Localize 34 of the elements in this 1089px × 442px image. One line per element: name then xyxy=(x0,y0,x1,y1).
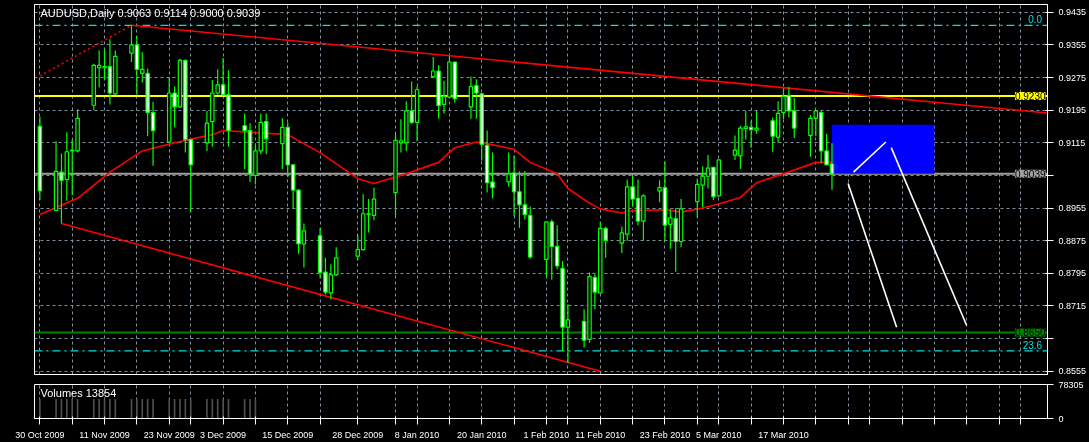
x-tick-label: 3 Dec 2009 xyxy=(200,429,247,440)
x-tick-label: 28 Dec 2009 xyxy=(332,429,384,440)
y-tick-label: 0.9275 xyxy=(1058,72,1087,83)
y-tick-label: 0.9435 xyxy=(1058,7,1087,18)
y-tick-label: 0 xyxy=(1058,413,1064,424)
y-tick-label: 78305 xyxy=(1058,379,1084,390)
y-tick-label: 0.9115 xyxy=(1058,137,1086,148)
annotation: 23.6 xyxy=(1022,339,1043,351)
y-tick-label: 0.8555 xyxy=(1058,366,1087,377)
x-tick-label: 15 Dec 2009 xyxy=(262,429,314,440)
candlestick xyxy=(791,97,797,139)
ref-line-label: 0.8650 xyxy=(1014,327,1046,339)
x-tick-label: 11 Nov 2009 xyxy=(79,429,130,440)
y-tick-label: 0.8955 xyxy=(1058,203,1087,214)
ref-line-label: 0.9039 xyxy=(1014,168,1046,180)
x-tick-label: 30 Oct 2009 xyxy=(15,429,65,440)
y-tick-label: 0.8715 xyxy=(1058,300,1087,311)
x-tick-label: 1 Feb 2010 xyxy=(523,429,570,440)
chart-title: AUDUSD,Daily 0.9063 0.9114 0.9000 0.9039 xyxy=(40,6,261,19)
ref-line-label: 0.9230 xyxy=(1014,90,1046,102)
x-tick-label: 20 Jan 2010 xyxy=(456,429,507,440)
x-tick-label: 11 Feb 2010 xyxy=(575,429,626,440)
x-tick-label: 23 Feb 2010 xyxy=(639,429,691,440)
y-tick-label: 0.9195 xyxy=(1058,105,1087,116)
y-tick-label: 0.9355 xyxy=(1058,39,1087,50)
line-series xyxy=(39,129,833,216)
x-tick-label: 17 Mar 2010 xyxy=(758,429,809,440)
x-tick-label: 8 Jan 2010 xyxy=(394,429,440,440)
x-tick-label: 23 Nov 2009 xyxy=(143,429,195,440)
annotation: 0.0 xyxy=(1028,14,1043,26)
x-tick-label: 5 Mar 2010 xyxy=(696,429,742,440)
y-tick-label: 0.8875 xyxy=(1058,235,1087,246)
y-tick-label: 0.8795 xyxy=(1058,268,1087,279)
chart-title: Volumes 13854 xyxy=(40,386,117,399)
